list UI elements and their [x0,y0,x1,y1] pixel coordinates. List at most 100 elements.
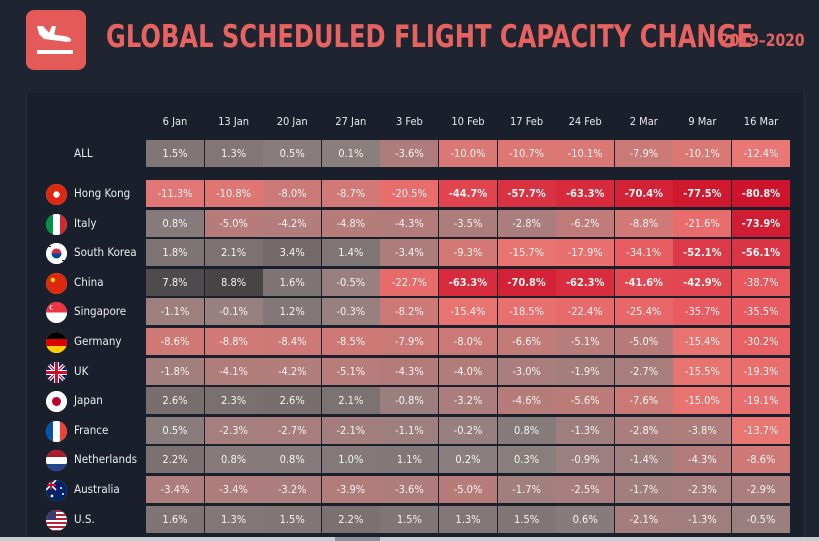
heatmap-cell: -19.3% [732,357,790,385]
heatmap-cell: -3.2% [439,387,497,415]
heatmap-cell: -2.3% [204,416,263,444]
heatmap-cell: 3.4% [263,239,322,267]
page-subtitle: 2019–2020 [720,31,805,51]
france-flag-icon [46,420,67,442]
heatmap-cell: -6.2% [556,209,615,237]
heatmap-cell: -10.1% [556,140,615,167]
heatmap-cell: -4.0% [439,357,497,385]
row-label: Singapore [74,304,127,319]
germany-flag-icon [46,332,67,353]
singapore-flag-icon [46,302,67,324]
heatmap-cell: -63.3% [439,268,497,296]
row-label: Australia [74,482,120,496]
heatmap-cell: -0.3% [321,298,380,326]
row-label: Italy [74,215,97,230]
heatmap-cell: -4.3% [380,209,439,237]
heatmap-cell: -1.3% [556,416,615,444]
heatmap-cell: -1.1% [146,298,204,326]
heatmap-cell: -3.0% [497,357,556,385]
heatmap-cell: 1.5% [380,505,439,533]
column-header: 2 Mar [629,115,658,128]
heatmap-cell: 0.1% [321,140,380,167]
heatmap-cell: -2.1% [614,505,673,533]
heatmap-cell: -0.2% [439,416,497,444]
heatmap-cell: -2.7% [614,357,673,385]
heatmap-cell: 2.1% [321,387,380,415]
heatmap-cell: -5.0% [439,476,497,503]
heatmap-cell: 7.8% [146,268,204,296]
heatmap-cell: 0.5% [263,140,322,167]
heatmap-cell: -5.0% [614,328,673,355]
netherlands-flag-icon [46,450,67,472]
heatmap-cell: 0.8% [146,209,204,237]
heatmap-cell: -4.2% [263,209,322,237]
heatmap-cell: -5.0% [204,209,263,237]
horizontal-scrollbar[interactable] [0,537,819,541]
heatmap-cell: -35.5% [732,298,790,326]
heatmap-cell: -10.1% [673,140,732,167]
column-header: 13 Jan [218,115,250,128]
heatmap-cell: -4.1% [204,357,263,385]
heatmap-cell: -4.2% [263,357,322,385]
heatmap-cell: -1.3% [673,505,732,533]
heatmap-cell: -3.6% [380,140,439,167]
heatmap-cell: -2.1% [321,416,380,444]
heatmap-cell: -2.8% [497,209,556,237]
heatmap-cell: 1.0% [321,446,380,474]
row-label: ALL [74,146,93,160]
heatmap-cell: -1.7% [497,476,556,503]
japan-flag-icon [46,391,67,413]
heatmap-cell: -3.6% [380,476,439,503]
heatmap-cell: -10.7% [497,140,556,167]
heatmap-cell: 0.8% [204,446,263,474]
heatmap-cell: -77.5% [673,180,732,207]
row-label: UK [74,363,89,378]
heatmap-cell: -6.6% [497,328,556,355]
heatmap-cell: -2.8% [614,416,673,444]
heatmap-cell: -2.5% [556,476,615,503]
heatmap-cell: -7.6% [614,387,673,415]
heatmap-cell: -4.3% [380,357,439,385]
heatmap-cell: -73.9% [732,209,790,237]
heatmap-cell: -22.7% [380,268,439,296]
heatmap-cell: 2.6% [263,387,322,415]
heatmap-cell: 1.2% [263,298,322,326]
row-label: China [74,274,104,289]
heatmap-cell: -3.4% [146,476,204,503]
row-label: Hong Kong [74,186,131,200]
heatmap-cell: 1.3% [204,140,263,167]
heatmap-cell: -21.6% [673,209,732,237]
heatmap-cell: -8.6% [146,328,204,355]
heatmap-cell: -13.7% [732,416,790,444]
heatmap-cell: -15.7% [497,239,556,267]
column-header: 17 Feb [509,115,544,128]
heatmap-cell: -25.4% [614,298,673,326]
column-header: 9 Mar [688,115,717,128]
heatmap-cell: -11.3% [146,180,204,207]
heatmap-cell: -9.3% [439,239,497,267]
heatmap-cell: -3.4% [204,476,263,503]
heatmap-cell: 1.8% [146,239,204,267]
heatmap-cell: -63.3% [556,180,615,207]
heatmap-cell: 1.6% [146,505,204,533]
row-label: Germany [74,334,122,348]
heatmap-cell: -3.2% [263,476,322,503]
heatmap-cell: -0.5% [321,268,380,296]
scrollbar-thumb[interactable] [335,537,380,541]
heatmap-cell: -8.4% [263,328,322,355]
heatmap-cell: -56.1% [732,239,790,267]
heatmap-cell: -15.0% [673,387,732,415]
heatmap-cell: 1.6% [263,268,322,296]
heatmap-cell: -34.1% [614,239,673,267]
heatmap-cell: 2.1% [204,239,263,267]
heatmap-cell: -62.3% [556,268,615,296]
logo-badge [26,10,86,70]
heatmap-cell: -80.8% [732,180,790,207]
heatmap-cell: 1.4% [321,239,380,267]
hong-kong-flag-icon [46,184,67,205]
heatmap-cell: -7.9% [614,140,673,167]
heatmap-cell: -2.9% [732,476,790,503]
heatmap-cell: 0.5% [146,416,204,444]
heatmap-cell: 0.8% [263,446,322,474]
heatmap-cell: -8.0% [439,328,497,355]
